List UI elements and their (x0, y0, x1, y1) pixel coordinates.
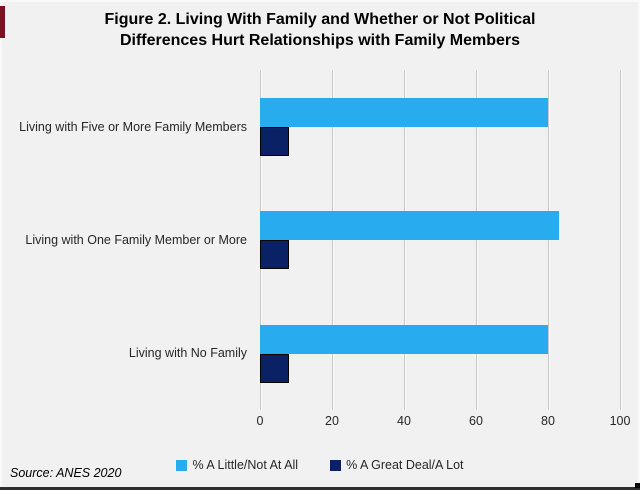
left-edge-accent-mark (0, 6, 5, 38)
legend-item-great-deal-a-lot: % A Great Deal/A Lot (330, 458, 464, 472)
chart-title: Figure 2. Living With Family and Whether… (104, 11, 536, 49)
bar-series-1 (260, 353, 289, 383)
source-note: Source: ANES 2020 (10, 466, 122, 480)
bar-series-1 (260, 127, 289, 156)
bar-series-1 (260, 240, 289, 270)
legend-item-little-not-at-all: % A Little/Not At All (176, 458, 298, 472)
x-axis-tick-label: 60 (469, 414, 483, 428)
bottom-border-rule (0, 487, 640, 490)
category-label: Living with Five or More Family Members (19, 119, 247, 134)
category-label: Living with No Family (128, 346, 247, 361)
x-axis-tick-label: 0 (256, 414, 264, 428)
legend-swatch-navy-icon (330, 459, 342, 471)
legend-label: % A Great Deal/A Lot (346, 458, 464, 472)
x-axis-tick-label: 20 (325, 414, 339, 428)
legend-swatch-light-blue-icon (176, 459, 188, 471)
category-label: Living with One Family Member or More (25, 232, 247, 247)
bar-series-0 (260, 211, 559, 241)
x-axis-tick-label: 40 (397, 414, 411, 428)
bottom-right-corner-mark (635, 483, 640, 488)
x-axis-tick-label: 100 (609, 414, 631, 428)
legend-label: % A Little/Not At All (192, 458, 299, 472)
plot-area (260, 70, 622, 410)
y-axis-category-labels: Living with Five or More Family Members L… (0, 70, 247, 410)
legend: % A Little/Not At All % A Great Deal/A L… (0, 458, 640, 472)
gridline (620, 70, 622, 410)
x-axis-tick-label: 80 (541, 414, 555, 428)
bar-series-0 (260, 98, 548, 127)
x-axis: 0 20 40 60 80 100 (257, 414, 631, 432)
bar-series-0 (260, 324, 548, 354)
